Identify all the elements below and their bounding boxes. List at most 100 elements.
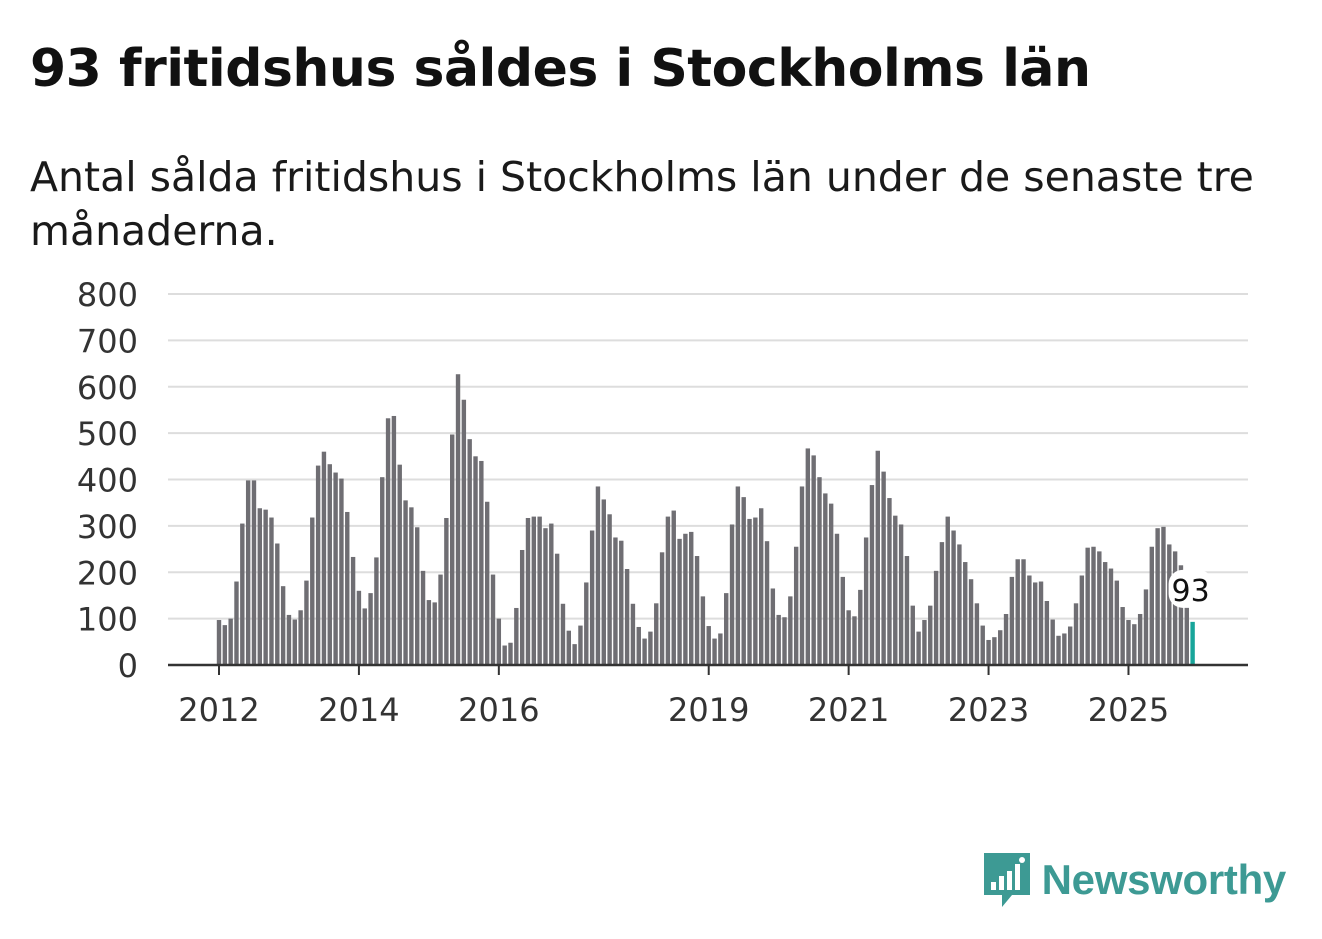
bar (933, 570, 939, 665)
bar (549, 523, 554, 665)
bar (350, 556, 356, 665)
bar (298, 610, 303, 665)
bar (1178, 565, 1184, 665)
bar (846, 610, 851, 665)
bar (1079, 575, 1085, 665)
bar (496, 618, 502, 666)
bar (333, 472, 338, 665)
bar (403, 500, 408, 665)
bar (788, 596, 793, 665)
bar (863, 537, 869, 665)
bar (467, 439, 472, 665)
bar (945, 516, 950, 665)
bar (939, 542, 945, 665)
bar (508, 642, 513, 665)
bar (805, 448, 811, 665)
bar (928, 605, 933, 665)
newsworthy-brand: Newsworthy (982, 851, 1286, 909)
bar (525, 517, 531, 665)
bar (636, 626, 641, 665)
bar (654, 603, 659, 665)
chart-subtitle: Antal sålda fritidshus i Stockholms län … (30, 153, 1254, 255)
bar (584, 582, 589, 665)
y-tick-label: 500 (77, 415, 138, 453)
bar (251, 480, 257, 665)
bar (385, 418, 391, 665)
bar (793, 546, 799, 665)
bar (1062, 633, 1067, 665)
bar (1149, 546, 1154, 665)
y-tick-label: 200 (77, 554, 138, 592)
bar (665, 516, 671, 665)
bar (1120, 607, 1125, 665)
bar (823, 493, 828, 665)
bar (455, 374, 461, 665)
y-tick-label: 400 (77, 462, 138, 500)
bar (601, 499, 606, 665)
bar (1015, 559, 1020, 665)
bar (712, 638, 717, 665)
bar (572, 644, 577, 665)
bar (718, 633, 723, 665)
bar (304, 580, 309, 665)
bar-highlight (1190, 621, 1195, 665)
bar (543, 528, 548, 665)
bar (228, 618, 233, 666)
bar (1184, 607, 1189, 665)
bar (537, 516, 542, 665)
bar (875, 450, 880, 665)
bar (963, 562, 968, 665)
bar (245, 480, 251, 665)
bar (624, 569, 630, 665)
bar (1044, 601, 1050, 665)
bar (782, 617, 787, 665)
bar (992, 637, 997, 665)
bar (700, 596, 706, 665)
bar (479, 460, 484, 665)
bar (450, 434, 455, 665)
bar (648, 631, 653, 665)
bar (1085, 547, 1090, 665)
bar (1050, 619, 1055, 665)
bar (356, 590, 362, 665)
bar (292, 619, 297, 665)
bar (776, 614, 781, 665)
last-value-label: 93 (1172, 574, 1210, 609)
bar (380, 477, 385, 665)
bar (438, 574, 443, 665)
bar (368, 593, 373, 665)
bars (216, 374, 1195, 666)
bar (840, 576, 846, 665)
bar (461, 399, 467, 665)
bar (1143, 589, 1149, 665)
bar (1161, 526, 1166, 665)
bar (216, 620, 222, 665)
bar (1009, 576, 1015, 665)
bar (444, 517, 449, 665)
bar (811, 455, 816, 665)
bar (362, 608, 367, 665)
bar (619, 540, 624, 665)
bar (922, 620, 927, 665)
bar (968, 579, 974, 665)
bar (758, 508, 764, 665)
bar (1126, 620, 1131, 665)
bar (735, 486, 741, 665)
bar (1027, 575, 1032, 665)
bar (327, 464, 332, 665)
bar (998, 630, 1003, 665)
bar (321, 451, 327, 665)
bar (1167, 544, 1172, 665)
x-tick-label: 2023 (948, 691, 1029, 729)
bar (484, 501, 490, 665)
bar (1114, 580, 1120, 665)
bar (1067, 626, 1073, 665)
bar (426, 600, 432, 665)
y-tick-label: 100 (77, 601, 138, 639)
bar (1097, 551, 1102, 665)
bar (613, 537, 618, 665)
bar (473, 456, 478, 665)
bar (1137, 613, 1143, 665)
bar (234, 581, 239, 665)
brand-name: Newsworthy (1041, 856, 1287, 903)
